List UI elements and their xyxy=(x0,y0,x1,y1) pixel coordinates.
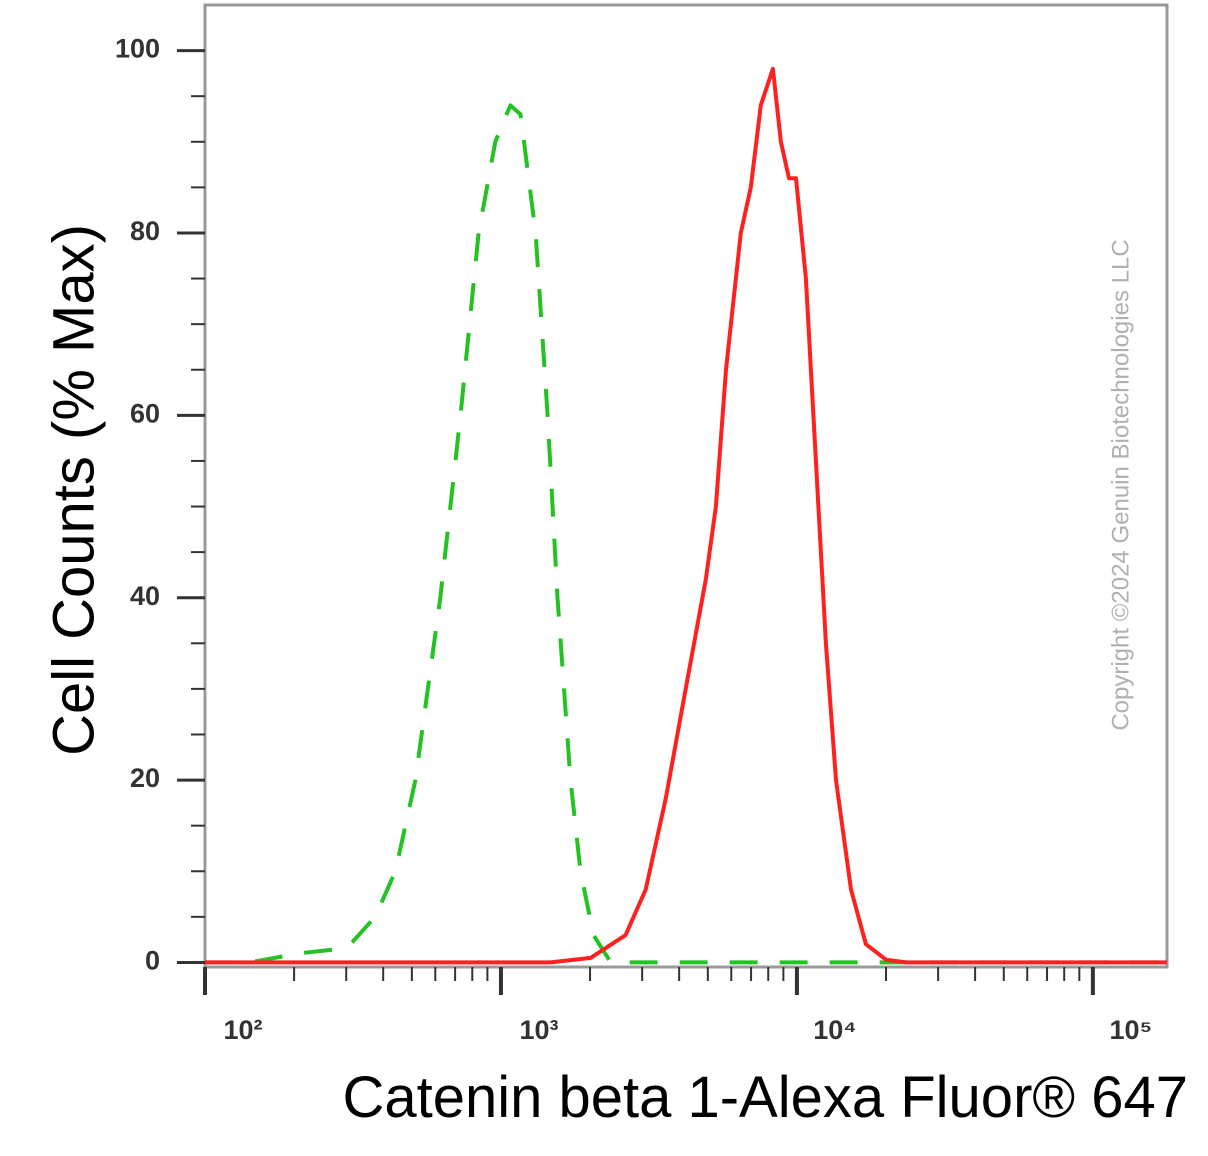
y-tick-label: 100 xyxy=(115,34,160,64)
x-tick-label: 10² xyxy=(223,1015,262,1045)
y-tick-label: 40 xyxy=(130,581,160,611)
histogram-line xyxy=(205,66,1167,965)
y-tick-label: 0 xyxy=(145,946,160,976)
y-tick-label: 60 xyxy=(130,398,160,428)
watermark: Copyright ©2024 Genuin Biotechnologies L… xyxy=(1107,239,1134,730)
histogram-line xyxy=(205,103,1167,965)
x-tick-label: 10³ xyxy=(519,1015,558,1045)
y-tick-label: 20 xyxy=(130,763,160,793)
y-axis-label: Cell Counts (% Max) xyxy=(41,224,106,756)
y-tick-label: 80 xyxy=(130,216,160,246)
plot-frame xyxy=(203,3,1169,969)
x-tick-label: 10⁴ xyxy=(813,1015,856,1045)
x-tick-label: 10⁵ xyxy=(1110,1015,1153,1045)
x-axis-label: Catenin beta 1-Alexa Fluor® 647 xyxy=(342,1065,1188,1130)
